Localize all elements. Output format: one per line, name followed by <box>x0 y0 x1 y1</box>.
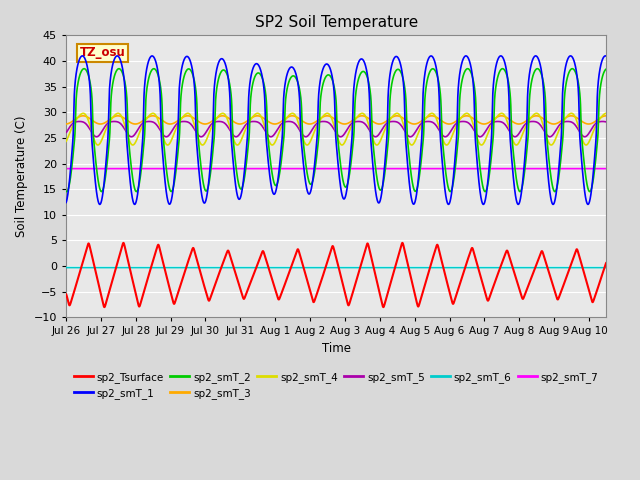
Title: SP2 Soil Temperature: SP2 Soil Temperature <box>255 15 418 30</box>
Text: TZ_osu: TZ_osu <box>79 47 125 60</box>
X-axis label: Time: Time <box>322 342 351 355</box>
Y-axis label: Soil Temperature (C): Soil Temperature (C) <box>15 116 28 237</box>
Legend: sp2_Tsurface, sp2_smT_1, sp2_smT_2, sp2_smT_3, sp2_smT_4, sp2_smT_5, sp2_smT_6, : sp2_Tsurface, sp2_smT_1, sp2_smT_2, sp2_… <box>70 368 603 403</box>
